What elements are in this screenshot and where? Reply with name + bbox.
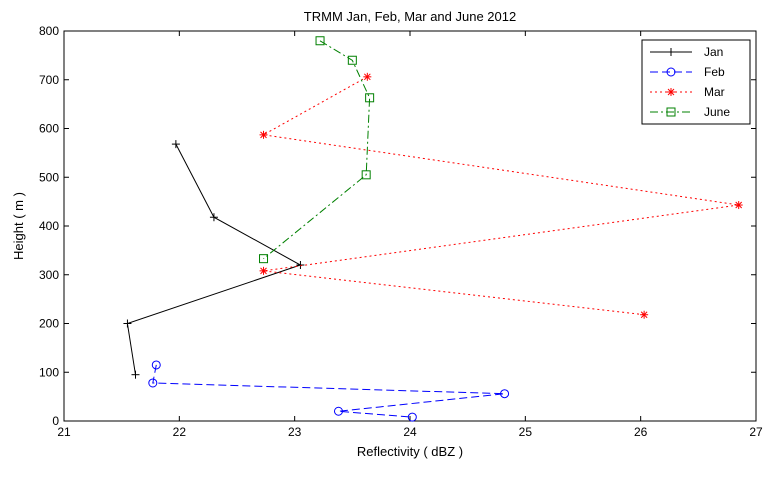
series-june xyxy=(259,36,375,264)
legend-box xyxy=(641,39,751,125)
y-tick-label: 100 xyxy=(39,365,59,379)
y-tick-label: 500 xyxy=(39,170,59,184)
x-tick-label: 22 xyxy=(173,425,187,439)
legend-entry: Mar xyxy=(650,85,725,99)
data-point-jan xyxy=(131,370,140,379)
series-mar xyxy=(259,72,743,319)
data-point-june xyxy=(361,170,371,180)
axis-ticks: 21 22 23 24 25 26 27 0 100 200 300 400 500 600 700 800 xyxy=(39,24,763,439)
data-point-june xyxy=(315,36,325,46)
y-tick-label: 800 xyxy=(39,24,59,38)
legend-label: June xyxy=(704,105,730,119)
x-tick-label: 21 xyxy=(57,425,71,439)
y-tick-label: 700 xyxy=(39,73,59,87)
legend-marker-sample xyxy=(666,67,676,77)
series-jan xyxy=(123,140,305,379)
data-point-mar xyxy=(734,201,743,210)
x-tick-label: 25 xyxy=(519,425,533,439)
data-point-mar xyxy=(259,130,268,139)
y-tick-label: 0 xyxy=(52,414,59,428)
plot-area xyxy=(63,30,757,422)
data-point-mar xyxy=(640,310,649,319)
y-tick-label: 600 xyxy=(39,122,59,136)
series-line-feb xyxy=(152,364,505,418)
x-tick-label: 23 xyxy=(288,425,302,439)
series-feb xyxy=(148,360,510,422)
data-point-jan xyxy=(171,140,180,149)
data-point-feb xyxy=(333,406,343,416)
y-tick-label: 300 xyxy=(39,268,59,282)
data-point-june xyxy=(259,254,269,264)
data-point-jan xyxy=(123,319,132,328)
data-point-mar xyxy=(259,266,268,275)
data-point-feb xyxy=(148,378,158,388)
series-layer xyxy=(123,36,743,422)
data-point-feb xyxy=(407,412,417,422)
y-tick-label: 200 xyxy=(39,317,59,331)
legend-label: Jan xyxy=(704,45,723,59)
legend-label: Feb xyxy=(704,65,725,79)
series-line-mar xyxy=(261,76,739,316)
y-axis-label: Height ( m ) xyxy=(11,192,26,260)
legend-marker-sample xyxy=(667,48,675,56)
legend-label: Mar xyxy=(704,85,725,99)
data-point-mar xyxy=(363,72,372,81)
x-tick-label: 26 xyxy=(634,425,648,439)
data-point-jan xyxy=(296,261,305,269)
x-axis-label: Reflectivity ( dBZ ) xyxy=(357,444,463,459)
legend-marker-sample xyxy=(666,107,676,117)
data-point-feb xyxy=(500,389,510,399)
legend-marker-sample xyxy=(667,88,675,96)
legend: Jan Feb Mar June xyxy=(641,39,751,125)
data-point-feb xyxy=(151,360,161,370)
x-tick-label: 27 xyxy=(749,425,763,439)
data-point-june xyxy=(365,93,375,103)
legend-entry: June xyxy=(650,105,730,119)
y-tick-label: 400 xyxy=(39,219,59,233)
legend-entry: Feb xyxy=(650,65,725,79)
data-point-june xyxy=(347,55,357,65)
chart-title: TRMM Jan, Feb, Mar and June 2012 xyxy=(304,9,516,24)
legend-entry: Jan xyxy=(650,45,723,59)
x-tick-label: 24 xyxy=(403,425,417,439)
data-point-jan xyxy=(209,213,218,222)
